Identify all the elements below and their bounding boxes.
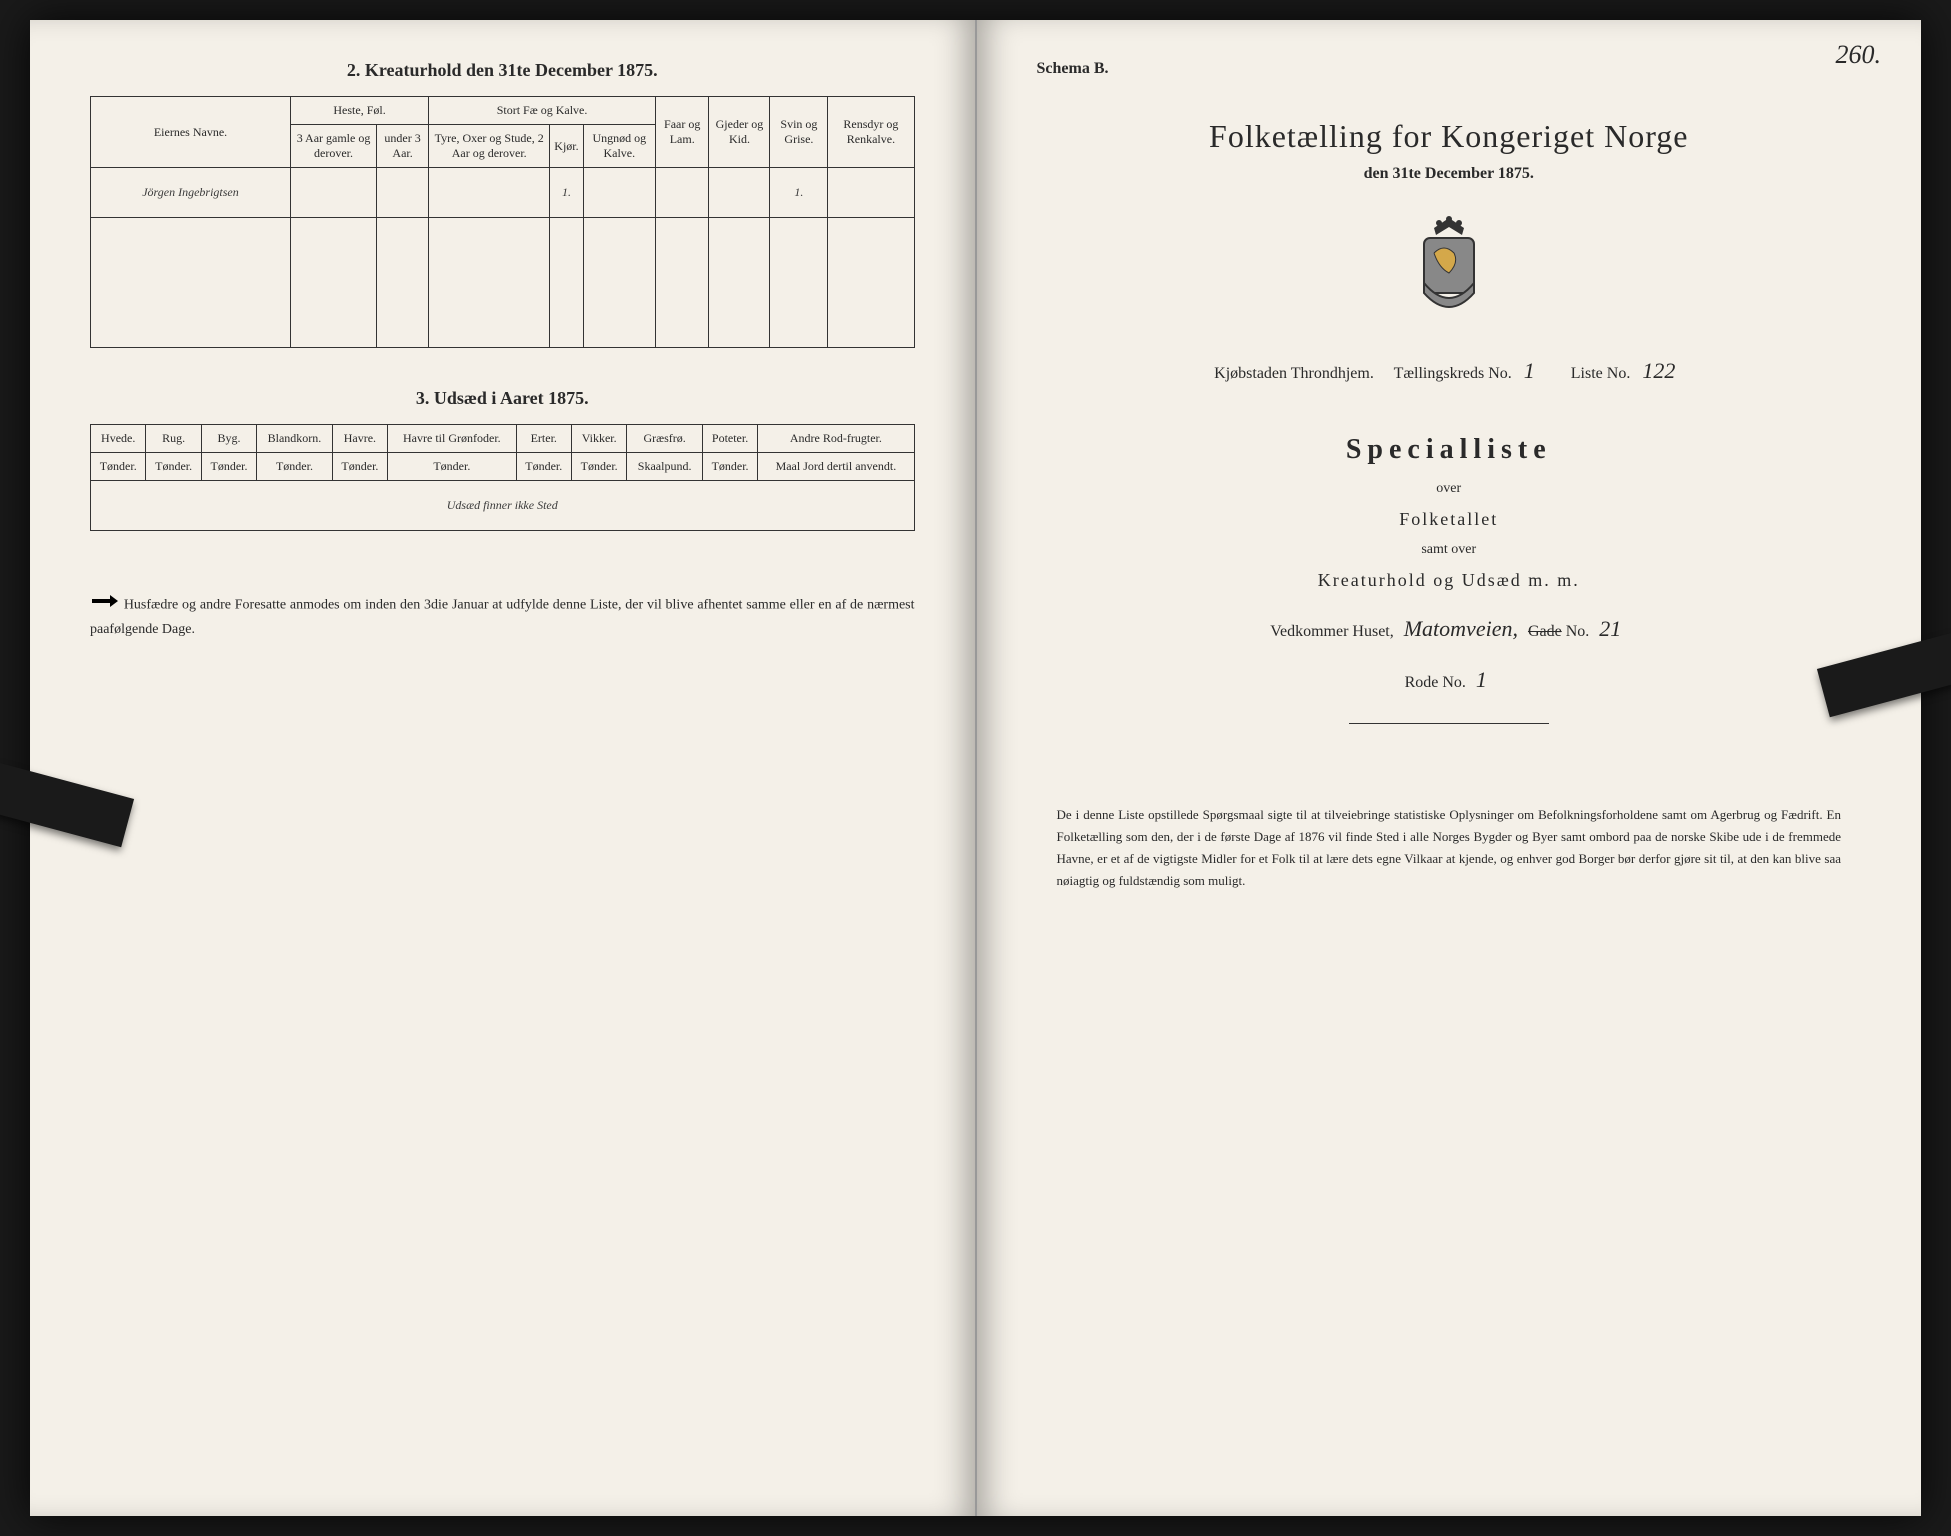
- th-horses-1: 3 Aar gamle og derover.: [291, 125, 377, 168]
- th-havre-gron: Havre til Grønfoder.: [388, 425, 516, 453]
- right-footnote: De i denne Liste opstillede Spørgsmaal s…: [1037, 804, 1862, 892]
- info-line: Kjøbstaden Throndhjem. Tællingskreds No.…: [1037, 358, 1862, 384]
- divider-line: [1349, 723, 1549, 724]
- liste-label: Liste No.: [1571, 365, 1631, 382]
- footnote-text: Husfædre og andre Foresatte anmodes om i…: [90, 597, 915, 637]
- cell: [828, 168, 914, 218]
- liste-value: 122: [1634, 358, 1683, 383]
- th-unit: Tønder.: [702, 453, 757, 481]
- th-unit: Tønder.: [571, 453, 626, 481]
- page-number: 260.: [1836, 40, 1882, 70]
- main-title: Folketælling for Kongeriget Norge: [1037, 118, 1862, 155]
- left-page: 2. Kreaturhold den 31te December 1875. E…: [30, 20, 977, 1516]
- sub-date: den 31te December 1875.: [1037, 165, 1862, 183]
- binder-clip-left: [0, 763, 134, 848]
- cell: [583, 168, 655, 218]
- th-rug: Rug.: [146, 425, 201, 453]
- th-unit: Tønder.: [201, 453, 256, 481]
- th-cattle: Stort Fæ og Kalve.: [429, 97, 656, 125]
- no-label: No.: [1566, 623, 1590, 640]
- house-line: Vedkommer Huset, Matomveien, Gade No. 21: [1037, 616, 1862, 642]
- specialliste-title: Specialliste: [1037, 434, 1862, 466]
- no-value: 21: [1593, 616, 1627, 641]
- coat-of-arms-icon: [1037, 213, 1862, 328]
- udsaed-note: Udsæd finner ikke Sted: [91, 481, 915, 531]
- th-cattle-1: Tyre, Oxer og Stude, 2 Aar og derover.: [429, 125, 550, 168]
- pointing-hand-icon: [90, 591, 120, 619]
- th-reindeer: Rensdyr og Renkalve.: [828, 97, 914, 168]
- cell: [377, 168, 429, 218]
- kreaturhold-table: Eiernes Navne. Heste, Føl. Stort Fæ og K…: [90, 96, 915, 348]
- book-spread: 2. Kreaturhold den 31te December 1875. E…: [30, 20, 1921, 1516]
- th-blandkorn: Blandkorn.: [257, 425, 332, 453]
- vedkommer-label: Vedkommer Huset,: [1270, 623, 1394, 640]
- section3-title: 3. Udsæd i Aaret 1875.: [90, 388, 915, 409]
- folketallet-label: Folketallet: [1037, 509, 1862, 530]
- th-hvede: Hvede.: [91, 425, 146, 453]
- schema-label: Schema B.: [1037, 60, 1862, 78]
- binder-clip-right: [1817, 633, 1951, 718]
- th-unit-maal: Maal Jord dertil anvendt.: [758, 453, 914, 481]
- over-label: over: [1037, 481, 1862, 497]
- cell: [709, 168, 770, 218]
- th-cattle-3: Ungnød og Kalve.: [583, 125, 655, 168]
- cell: [429, 168, 550, 218]
- kreatur-label: Kreaturhold og Udsæd m. m.: [1037, 570, 1862, 591]
- rode-line: Rode No. 1: [1037, 667, 1862, 693]
- rode-value: 1: [1470, 667, 1493, 692]
- cell: [655, 168, 709, 218]
- rode-label: Rode No.: [1405, 674, 1466, 691]
- th-horses: Heste, Føl.: [291, 97, 429, 125]
- kreds-label: Tællingskreds No.: [1394, 365, 1512, 382]
- th-owner: Eiernes Navne.: [91, 97, 291, 168]
- th-unit: Tønder.: [516, 453, 571, 481]
- cell-svin: 1.: [770, 168, 828, 218]
- th-byg: Byg.: [201, 425, 256, 453]
- city-label: Kjøbstaden Throndhjem.: [1214, 365, 1374, 382]
- th-unit: Tønder.: [91, 453, 146, 481]
- th-sheep: Faar og Lam.: [655, 97, 709, 168]
- th-erter: Erter.: [516, 425, 571, 453]
- th-pigs: Svin og Grise.: [770, 97, 828, 168]
- samt-over-label: samt over: [1037, 542, 1862, 558]
- udsaed-table: Hvede. Rug. Byg. Blandkorn. Havre. Havre…: [90, 424, 915, 531]
- cell-kjor: 1.: [550, 168, 583, 218]
- kreds-value: 1: [1516, 358, 1543, 383]
- th-havre: Havre.: [332, 425, 387, 453]
- th-unit: Tønder.: [388, 453, 516, 481]
- th-unit: Tønder.: [257, 453, 332, 481]
- th-cattle-2: Kjør.: [550, 125, 583, 168]
- th-unit-skaal: Skaalpund.: [627, 453, 702, 481]
- th-andre: Andre Rod-frugter.: [758, 425, 914, 453]
- gade-strike: Gade: [1528, 623, 1562, 640]
- th-poteter: Poteter.: [702, 425, 757, 453]
- cell-owner: Jörgen Ingebrigtsen: [91, 168, 291, 218]
- street-value: Matomveien,: [1398, 616, 1524, 641]
- right-page: 260. Schema B. Folketælling for Kongerig…: [977, 20, 1922, 1516]
- th-graesfro: Græsfrø.: [627, 425, 702, 453]
- th-unit: Tønder.: [146, 453, 201, 481]
- th-vikker: Vikker.: [571, 425, 626, 453]
- left-footnote: Husfædre og andre Foresatte anmodes om i…: [90, 591, 915, 642]
- cell: [291, 168, 377, 218]
- th-unit: Tønder.: [332, 453, 387, 481]
- th-goats: Gjeder og Kid.: [709, 97, 770, 168]
- th-horses-2: under 3 Aar.: [377, 125, 429, 168]
- section2-title: 2. Kreaturhold den 31te December 1875.: [90, 60, 915, 81]
